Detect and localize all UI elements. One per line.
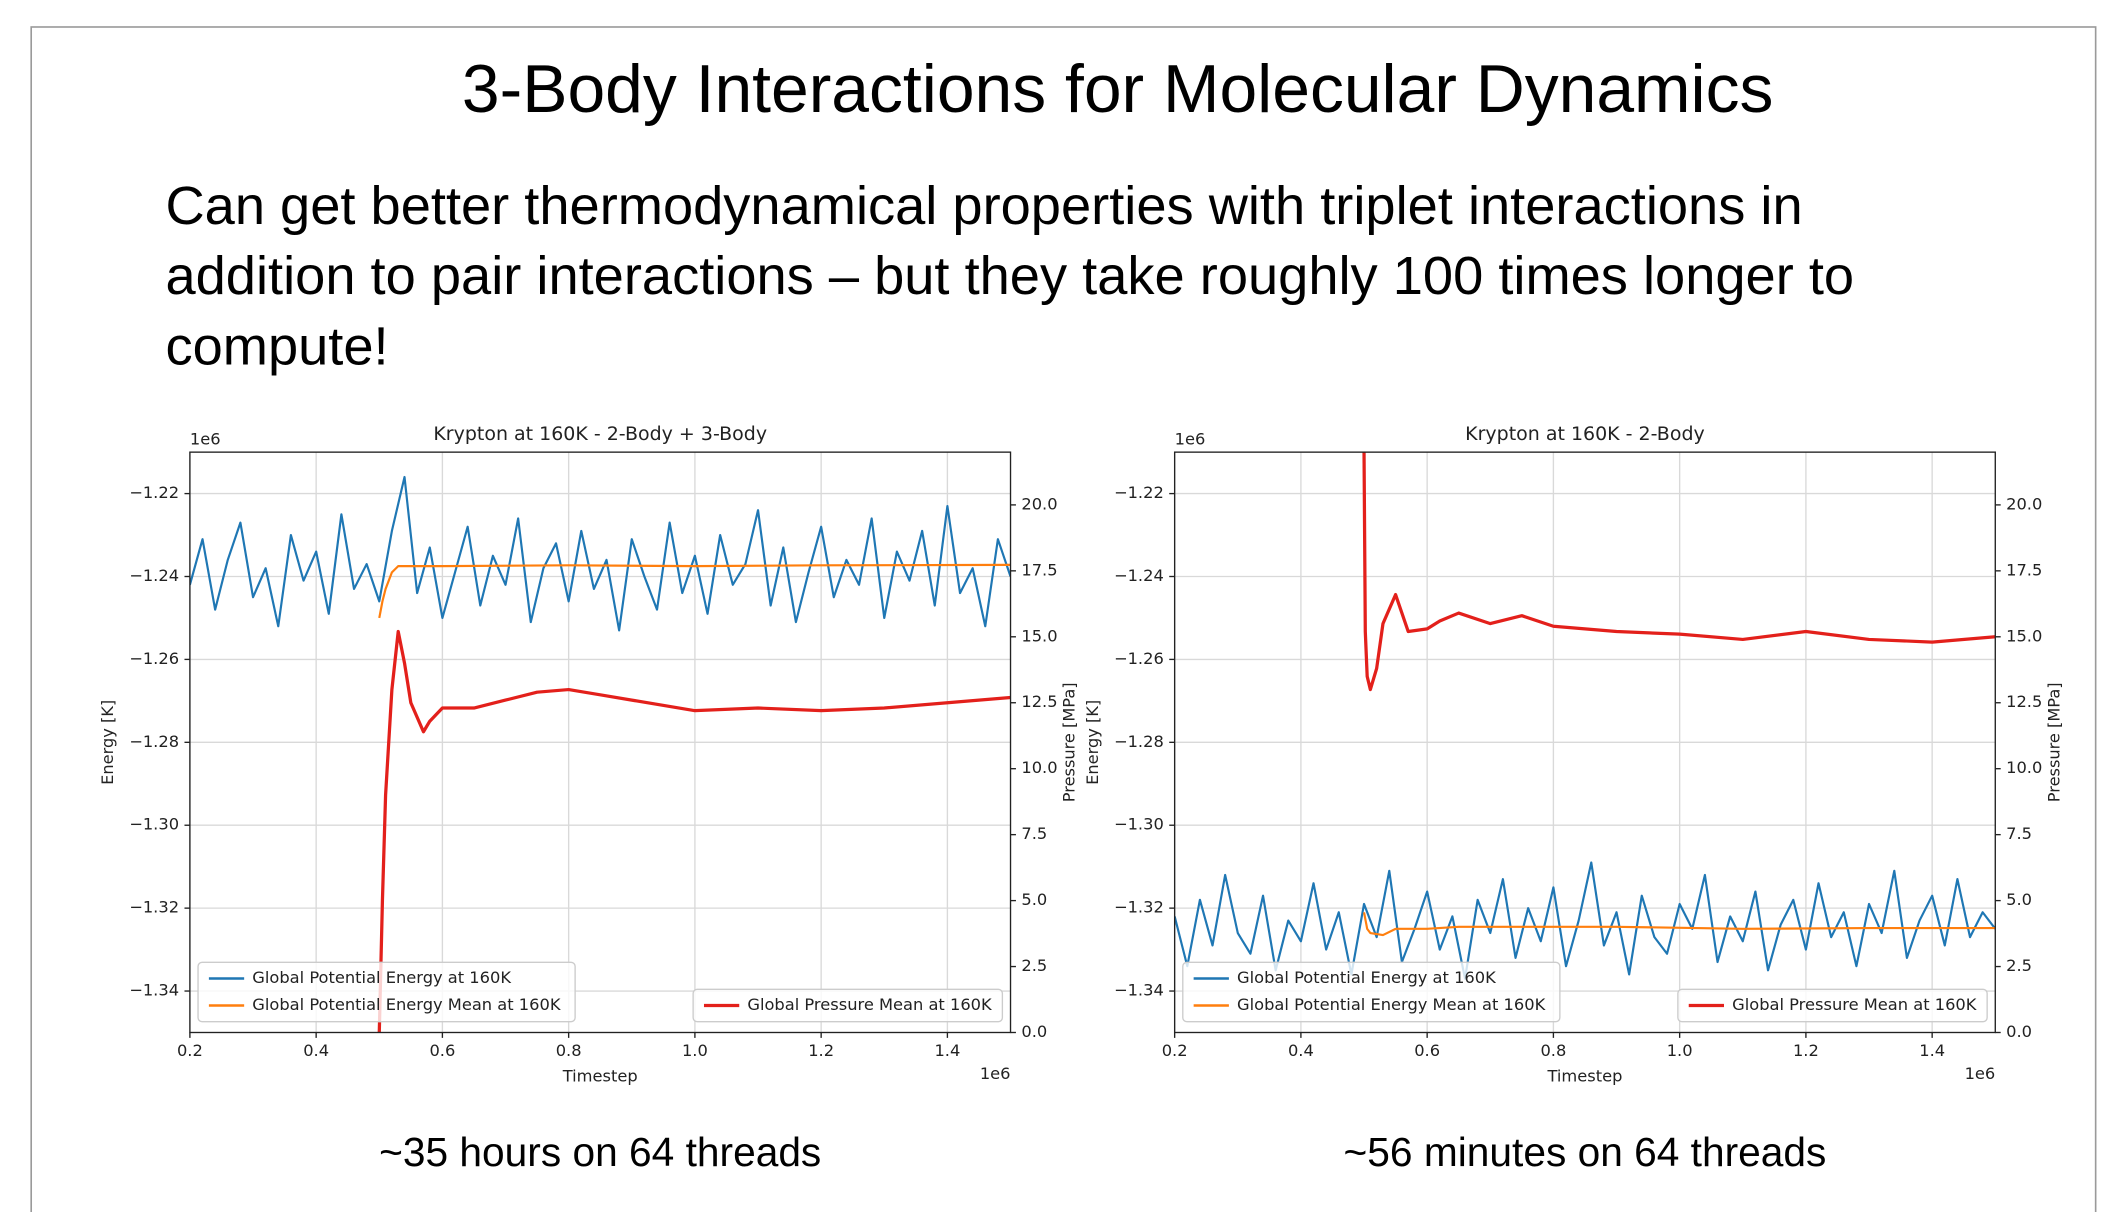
y2-tick-label: 7.5 bbox=[2006, 824, 2032, 843]
y2-tick-label: 2.5 bbox=[2006, 956, 2032, 975]
x-tick-label: 0.2 bbox=[177, 1041, 203, 1060]
chart-caption: ~35 hours on 64 threads bbox=[379, 1129, 821, 1175]
y2-tick-label: 0.0 bbox=[2006, 1022, 2032, 1041]
x-axis-label: Timestep bbox=[1546, 1067, 1622, 1086]
legend-label: Global Pressure Mean at 160K bbox=[1732, 995, 1977, 1014]
chart-title: Krypton at 160K - 2-Body bbox=[1465, 423, 1705, 445]
y2-tick-label: 15.0 bbox=[1021, 626, 1057, 645]
y2-tick-label: 12.5 bbox=[1021, 692, 1057, 711]
x-tick-label: 0.6 bbox=[1414, 1041, 1440, 1060]
legend-label: Global Potential Energy at 160K bbox=[1237, 968, 1496, 987]
x-offset-label: 1e6 bbox=[1965, 1064, 1996, 1083]
y2-tick-label: 20.0 bbox=[1021, 494, 1057, 513]
y-tick-label: −1.28 bbox=[129, 732, 179, 751]
y2-tick-label: 17.5 bbox=[1021, 560, 1057, 579]
y-axis-label: Energy [K] bbox=[98, 700, 117, 785]
y-tick-label: −1.26 bbox=[129, 649, 179, 668]
y2-tick-label: 5.0 bbox=[2006, 890, 2032, 909]
y-offset-label: 1e6 bbox=[190, 430, 221, 449]
legend-label: Global Potential Energy Mean at 160K bbox=[252, 995, 561, 1014]
series-line bbox=[377, 629, 1011, 1033]
legend-box bbox=[692, 988, 1004, 1023]
series-line bbox=[189, 475, 1011, 632]
slide-title: 3-Body Interactions for Molecular Dynami… bbox=[462, 52, 1773, 127]
x-tick-label: 0.4 bbox=[1288, 1041, 1314, 1060]
chart: 0.2 0.4 0.6 0.8 1.0 1.2 1.4 −1.34 −1.32 −1.30 −1.2… bbox=[98, 423, 1079, 1175]
x-tick-label: 1.2 bbox=[1793, 1041, 1819, 1060]
x-tick-label: 0.4 bbox=[303, 1041, 329, 1060]
y-tick-label: −1.32 bbox=[1114, 898, 1164, 917]
x-tick-label: 1.4 bbox=[1919, 1041, 1945, 1060]
x-tick-label: 1.4 bbox=[934, 1041, 960, 1060]
series-line bbox=[1362, 912, 1996, 937]
chart-title: Krypton at 160K - 2-Body + 3-Body bbox=[433, 423, 767, 445]
axes-frame bbox=[1173, 451, 1996, 1034]
x-axis-label: Timestep bbox=[562, 1067, 638, 1086]
x-tick-label: 1.0 bbox=[1667, 1041, 1693, 1060]
y2-axis-label: Pressure [MPa] bbox=[2044, 682, 2063, 802]
y-offset-label: 1e6 bbox=[1175, 430, 1206, 449]
y-tick-label: −1.30 bbox=[129, 815, 179, 834]
y2-tick-label: 10.0 bbox=[1021, 758, 1057, 777]
series-line bbox=[378, 563, 1011, 619]
series-line bbox=[1362, 452, 1996, 692]
body-line: Can get better thermodynamical propertie… bbox=[165, 176, 1802, 236]
y2-axis-label: Pressure [MPa] bbox=[1060, 682, 1079, 802]
y-axis-label: Energy [K] bbox=[1083, 700, 1102, 785]
y2-tick-label: 0.0 bbox=[1021, 1022, 1047, 1041]
legend-box bbox=[197, 961, 576, 1023]
y-tick-label: −1.34 bbox=[1114, 981, 1164, 1000]
x-tick-label: 1.0 bbox=[682, 1041, 708, 1060]
y2-tick-label: 12.5 bbox=[2006, 692, 2042, 711]
y-tick-label: −1.34 bbox=[129, 981, 179, 1000]
x-offset-label: 1e6 bbox=[980, 1064, 1011, 1083]
y2-tick-label: 20.0 bbox=[2006, 494, 2042, 513]
y-tick-label: −1.22 bbox=[129, 483, 179, 502]
y-tick-label: −1.24 bbox=[1114, 566, 1164, 585]
axes-frame bbox=[189, 451, 1012, 1034]
x-tick-label: 1.2 bbox=[808, 1041, 834, 1060]
y2-tick-label: 15.0 bbox=[2006, 626, 2042, 645]
y2-tick-label: 17.5 bbox=[2006, 560, 2042, 579]
y-tick-label: −1.32 bbox=[129, 898, 179, 917]
legend-label: Global Pressure Mean at 160K bbox=[747, 995, 992, 1014]
body-line: addition to pair interactions – but they… bbox=[165, 246, 1854, 306]
y2-tick-label: 10.0 bbox=[2006, 758, 2042, 777]
y-tick-label: −1.26 bbox=[1114, 649, 1164, 668]
y-tick-label: −1.30 bbox=[1114, 815, 1164, 834]
legend-box bbox=[1182, 961, 1561, 1023]
x-tick-label: 0.2 bbox=[1162, 1041, 1188, 1060]
y2-tick-label: 7.5 bbox=[1021, 824, 1047, 843]
y2-tick-label: 5.0 bbox=[1021, 890, 1047, 909]
x-tick-label: 0.8 bbox=[556, 1041, 582, 1060]
y-tick-label: −1.24 bbox=[129, 566, 179, 585]
chart-caption: ~56 minutes on 64 threads bbox=[1344, 1129, 1827, 1175]
x-tick-label: 0.8 bbox=[1540, 1041, 1566, 1060]
legend-label: Global Potential Energy at 160K bbox=[252, 968, 511, 987]
x-tick-label: 0.6 bbox=[429, 1041, 455, 1060]
y2-tick-label: 2.5 bbox=[1021, 956, 1047, 975]
y-tick-label: −1.22 bbox=[1114, 483, 1164, 502]
legend-label: Global Potential Energy Mean at 160K bbox=[1237, 995, 1546, 1014]
chart: 0.2 0.4 0.6 0.8 1.0 1.2 1.4 −1.34 −1.32 −1.30 −1.2… bbox=[1083, 423, 2064, 1175]
y-tick-label: −1.28 bbox=[1114, 732, 1164, 751]
series-line bbox=[1174, 861, 1996, 980]
body-line: compute! bbox=[165, 317, 388, 377]
legend-box bbox=[1677, 988, 1988, 1023]
